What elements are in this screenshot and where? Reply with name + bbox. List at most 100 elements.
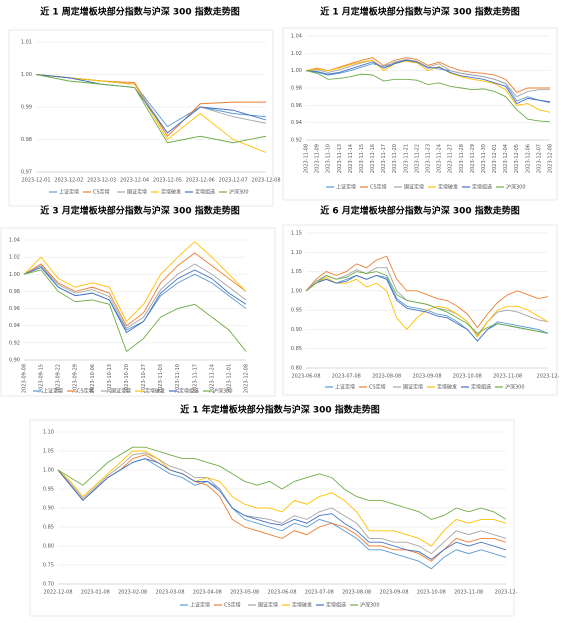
x-tick-label: 2023-10-06 — [90, 364, 96, 393]
x-tick-label: 2023-11-08 — [454, 590, 483, 596]
x-tick-label: 2023-11-09 — [315, 144, 321, 173]
legend-label: CS定增 — [93, 189, 110, 196]
y-tick-label: 0.90 — [291, 327, 302, 333]
y-tick-label: 0.94 — [9, 323, 20, 329]
legend-label: 上证定增 — [336, 184, 356, 191]
y-tick-label: 1.10 — [291, 250, 302, 256]
x-tick-label: 2023-11-15 — [359, 144, 365, 173]
y-tick-label: 0.98 — [9, 289, 20, 295]
legend-label: 上证定增 — [43, 388, 63, 395]
y-tick-label: 1.00 — [21, 72, 32, 78]
x-tick-label: 2023-07-08 — [332, 374, 361, 380]
legend-label: 上证定增 — [59, 189, 79, 196]
series-line — [23, 241, 247, 323]
series-line — [305, 255, 549, 329]
x-tick-label: 2023-12-04 — [503, 144, 509, 173]
x-tick-label: 2023-12- — [495, 590, 518, 596]
legend-label: 定增组选 — [472, 184, 492, 191]
series-line — [305, 57, 550, 93]
chart-frame — [29, 419, 515, 617]
legend-label: 定增破发 — [145, 388, 165, 395]
x-tick-label: 2023-11-22 — [414, 144, 420, 173]
x-tick-label: 2023-04-08 — [193, 590, 222, 596]
chart-title: 近 1 月定增板块部分指数与沪深 300 指数走势图 — [320, 6, 520, 18]
series-line — [305, 58, 550, 98]
x-tick-label: 2023-10-08 — [453, 374, 482, 380]
series-line — [57, 446, 507, 520]
series-line — [57, 458, 507, 560]
y-tick-label: 1.15 — [291, 231, 302, 237]
x-tick-label: 2023-12-07 — [219, 178, 248, 184]
x-tick-label: 2023-07-08 — [305, 590, 334, 596]
y-tick-label: 1.04 — [291, 34, 302, 40]
x-tick-label: 2023-11-20 — [392, 144, 398, 173]
x-tick-label: 2023-11-13 — [337, 144, 343, 173]
legend-label: 定增破发 — [438, 184, 458, 191]
legend-label: 定增组选 — [471, 384, 491, 391]
legend-label: CS定增 — [370, 184, 387, 191]
y-tick-label: 0.90 — [9, 358, 20, 364]
y-tick-label: 1.01 — [21, 40, 32, 46]
y-tick-label: 0.85 — [43, 525, 54, 531]
chart-title: 近 1 年定增板块部分指数与沪深 300 指数走势图 — [180, 404, 380, 416]
legend-label: CS定增 — [224, 602, 241, 609]
x-tick-label: 2023-12-08 — [251, 178, 280, 184]
legend-label: 定增破发 — [161, 189, 181, 196]
legend-label: 沪深300 — [360, 602, 380, 609]
series-line — [23, 252, 247, 327]
y-tick-label: 0.96 — [9, 306, 20, 312]
x-tick-label: 2023-11-16 — [370, 144, 376, 173]
y-tick-label: 0.99 — [21, 105, 32, 111]
x-tick-label: 2023-12- — [537, 374, 560, 380]
y-tick-label: 0.95 — [291, 308, 302, 314]
x-tick-label: 2023-12-01 — [492, 144, 498, 173]
x-tick-label: 2023-11-24 — [437, 144, 443, 173]
y-tick-label: 0.90 — [43, 506, 54, 512]
chart-title: 近 1 周定增板块部分指数与沪深 300 指数走势图 — [40, 6, 240, 18]
x-tick-label: 2023-12-05 — [514, 144, 520, 173]
x-tick-label: 2023-11-14 — [348, 144, 354, 173]
x-tick-label: 2023-10-13 — [107, 364, 113, 393]
x-tick-label: 2023-09-22 — [56, 364, 62, 393]
x-tick-label: 2023-11-10 — [175, 364, 181, 393]
y-tick-label: 1.00 — [291, 288, 302, 294]
legend-label: 定增组选 — [195, 189, 215, 196]
x-tick-label: 2023-06-08 — [267, 590, 296, 596]
y-tick-label: 0.70 — [43, 582, 54, 588]
x-tick-label: 2023-08-08 — [372, 374, 401, 380]
y-tick-label: 1.00 — [9, 272, 20, 278]
y-tick-label: 0.75 — [43, 563, 54, 569]
y-tick-label: 1.04 — [9, 238, 20, 244]
series-line — [23, 263, 247, 329]
y-tick-label: 1.00 — [291, 68, 302, 74]
chart-frame — [282, 27, 558, 201]
x-tick-label: 2023-10-20 — [124, 364, 130, 393]
y-tick-label: 1.05 — [43, 449, 54, 455]
x-tick-label: 2023-11-17 — [192, 364, 198, 393]
series-line — [57, 452, 507, 555]
x-tick-label: 2023-12-01 — [21, 178, 50, 184]
y-tick-label: 1.10 — [43, 430, 54, 436]
x-tick-label: 2023-03-08 — [155, 590, 184, 596]
x-tick-label: 2023-11-27 — [448, 144, 454, 173]
legend-label: CS定增 — [77, 388, 94, 395]
y-tick-label: 0.92 — [291, 138, 302, 144]
y-tick-label: 0.85 — [291, 346, 302, 352]
x-tick-label: 2023-09-15 — [39, 364, 45, 393]
x-tick-label: 2023-05-08 — [230, 590, 259, 596]
x-tick-label: 2023-12-08 — [548, 144, 554, 173]
y-tick-label: 1.05 — [291, 269, 302, 275]
legend-label: 沪深300 — [229, 189, 249, 196]
x-tick-label: 2022-12-08 — [43, 590, 72, 596]
x-tick-label: 2023-11-28 — [459, 144, 465, 173]
y-tick-label: 1.02 — [291, 51, 302, 57]
series-line — [57, 454, 507, 562]
x-tick-label: 2023-09-29 — [73, 364, 79, 393]
x-tick-label: 2023-11-30 — [481, 144, 487, 173]
chart-title: 近 3 月定增板块部分指数与沪深 300 指数走势图 — [40, 205, 240, 217]
legend-label: 定增破发 — [292, 602, 312, 609]
y-tick-label: 0.94 — [291, 120, 302, 126]
legend-label: CS定增 — [369, 384, 386, 391]
series-line — [35, 74, 267, 134]
legend-label: 上证定增 — [190, 602, 210, 609]
